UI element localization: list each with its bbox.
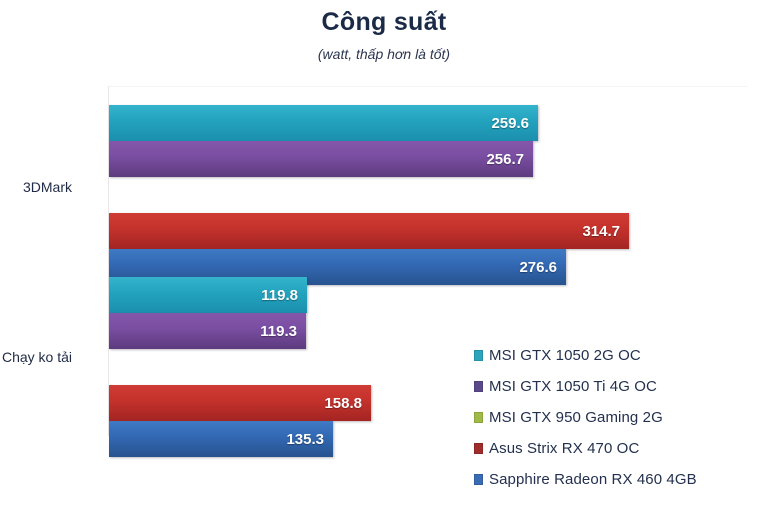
bar-value-label: 276.6 — [519, 258, 557, 276]
legend-item[interactable]: Asus Strix RX 470 OC — [474, 433, 766, 464]
legend-swatch-icon — [474, 474, 483, 485]
bar-row: 158.8 — [109, 385, 748, 421]
legend-swatch-icon — [474, 350, 483, 361]
legend-label: MSI GTX 950 Gaming 2G — [489, 409, 663, 426]
chart-subtitle: (watt, thấp hơn là tốt) — [317, 46, 451, 62]
chart-legend: MSI GTX 1050 2G OC MSI GTX 1050 Ti 4G OC M… — [474, 340, 766, 495]
legend-item[interactable]: MSI GTX 1050 Ti 4G OC — [474, 371, 766, 402]
bar[interactable]: 119.8 — [109, 277, 307, 313]
category-group: 119.8 119.3 158.8 135.3 — [109, 277, 748, 457]
bar-row: 119.8 — [109, 277, 748, 313]
bar-row: 256.7 — [109, 141, 748, 177]
bar-value-label: 256.7 — [486, 150, 524, 168]
legend-label: Asus Strix RX 470 OC — [489, 440, 640, 457]
legend-item[interactable]: MSI GTX 950 Gaming 2G — [474, 402, 766, 433]
category-group: 259.6 256.7 314.7 276.6 — [109, 105, 748, 285]
bar-value-label: 119.8 — [261, 286, 298, 304]
bar-value-label: 314.7 — [582, 222, 620, 240]
chart-title: Công suất — [321, 8, 447, 36]
legend-swatch-icon — [474, 381, 483, 392]
bar[interactable]: 256.7 — [109, 141, 533, 177]
plot-area: 259.6 256.7 314.7 276.6 3DMark 119.8 119.3 158.… — [2, 86, 748, 457]
category-axis-label: Chạy ko tải — [1, 349, 72, 365]
bar-value-label: 119.3 — [260, 322, 297, 340]
bar[interactable]: 314.7 — [109, 213, 629, 249]
category-axis-label: 3DMark — [22, 179, 72, 195]
legend-label: Sapphire Radeon RX 460 4GB — [489, 471, 697, 488]
legend-label: MSI GTX 1050 2G OC — [489, 347, 641, 364]
bar-row: 135.3 — [109, 421, 748, 457]
bar-value-label: 135.3 — [286, 430, 324, 448]
bar-row — [109, 177, 748, 213]
legend-swatch-icon — [474, 412, 483, 423]
bar-row: 119.3 — [109, 313, 748, 349]
bar-row: 259.6 — [109, 105, 748, 141]
legend-swatch-icon — [474, 443, 483, 454]
legend-item[interactable]: MSI GTX 1050 2G OC — [474, 340, 766, 371]
bar[interactable]: 119.3 — [109, 313, 306, 349]
bar[interactable]: 135.3 — [109, 421, 333, 457]
legend-item[interactable]: Sapphire Radeon RX 460 4GB — [474, 464, 766, 495]
legend-label: MSI GTX 1050 Ti 4G OC — [489, 378, 657, 395]
bar-value-label: 259.6 — [491, 114, 529, 132]
bar-row: 314.7 — [109, 213, 748, 249]
bar[interactable]: 158.8 — [109, 385, 371, 421]
bar[interactable]: 259.6 — [109, 105, 538, 141]
bar-value-label: 158.8 — [324, 394, 362, 412]
